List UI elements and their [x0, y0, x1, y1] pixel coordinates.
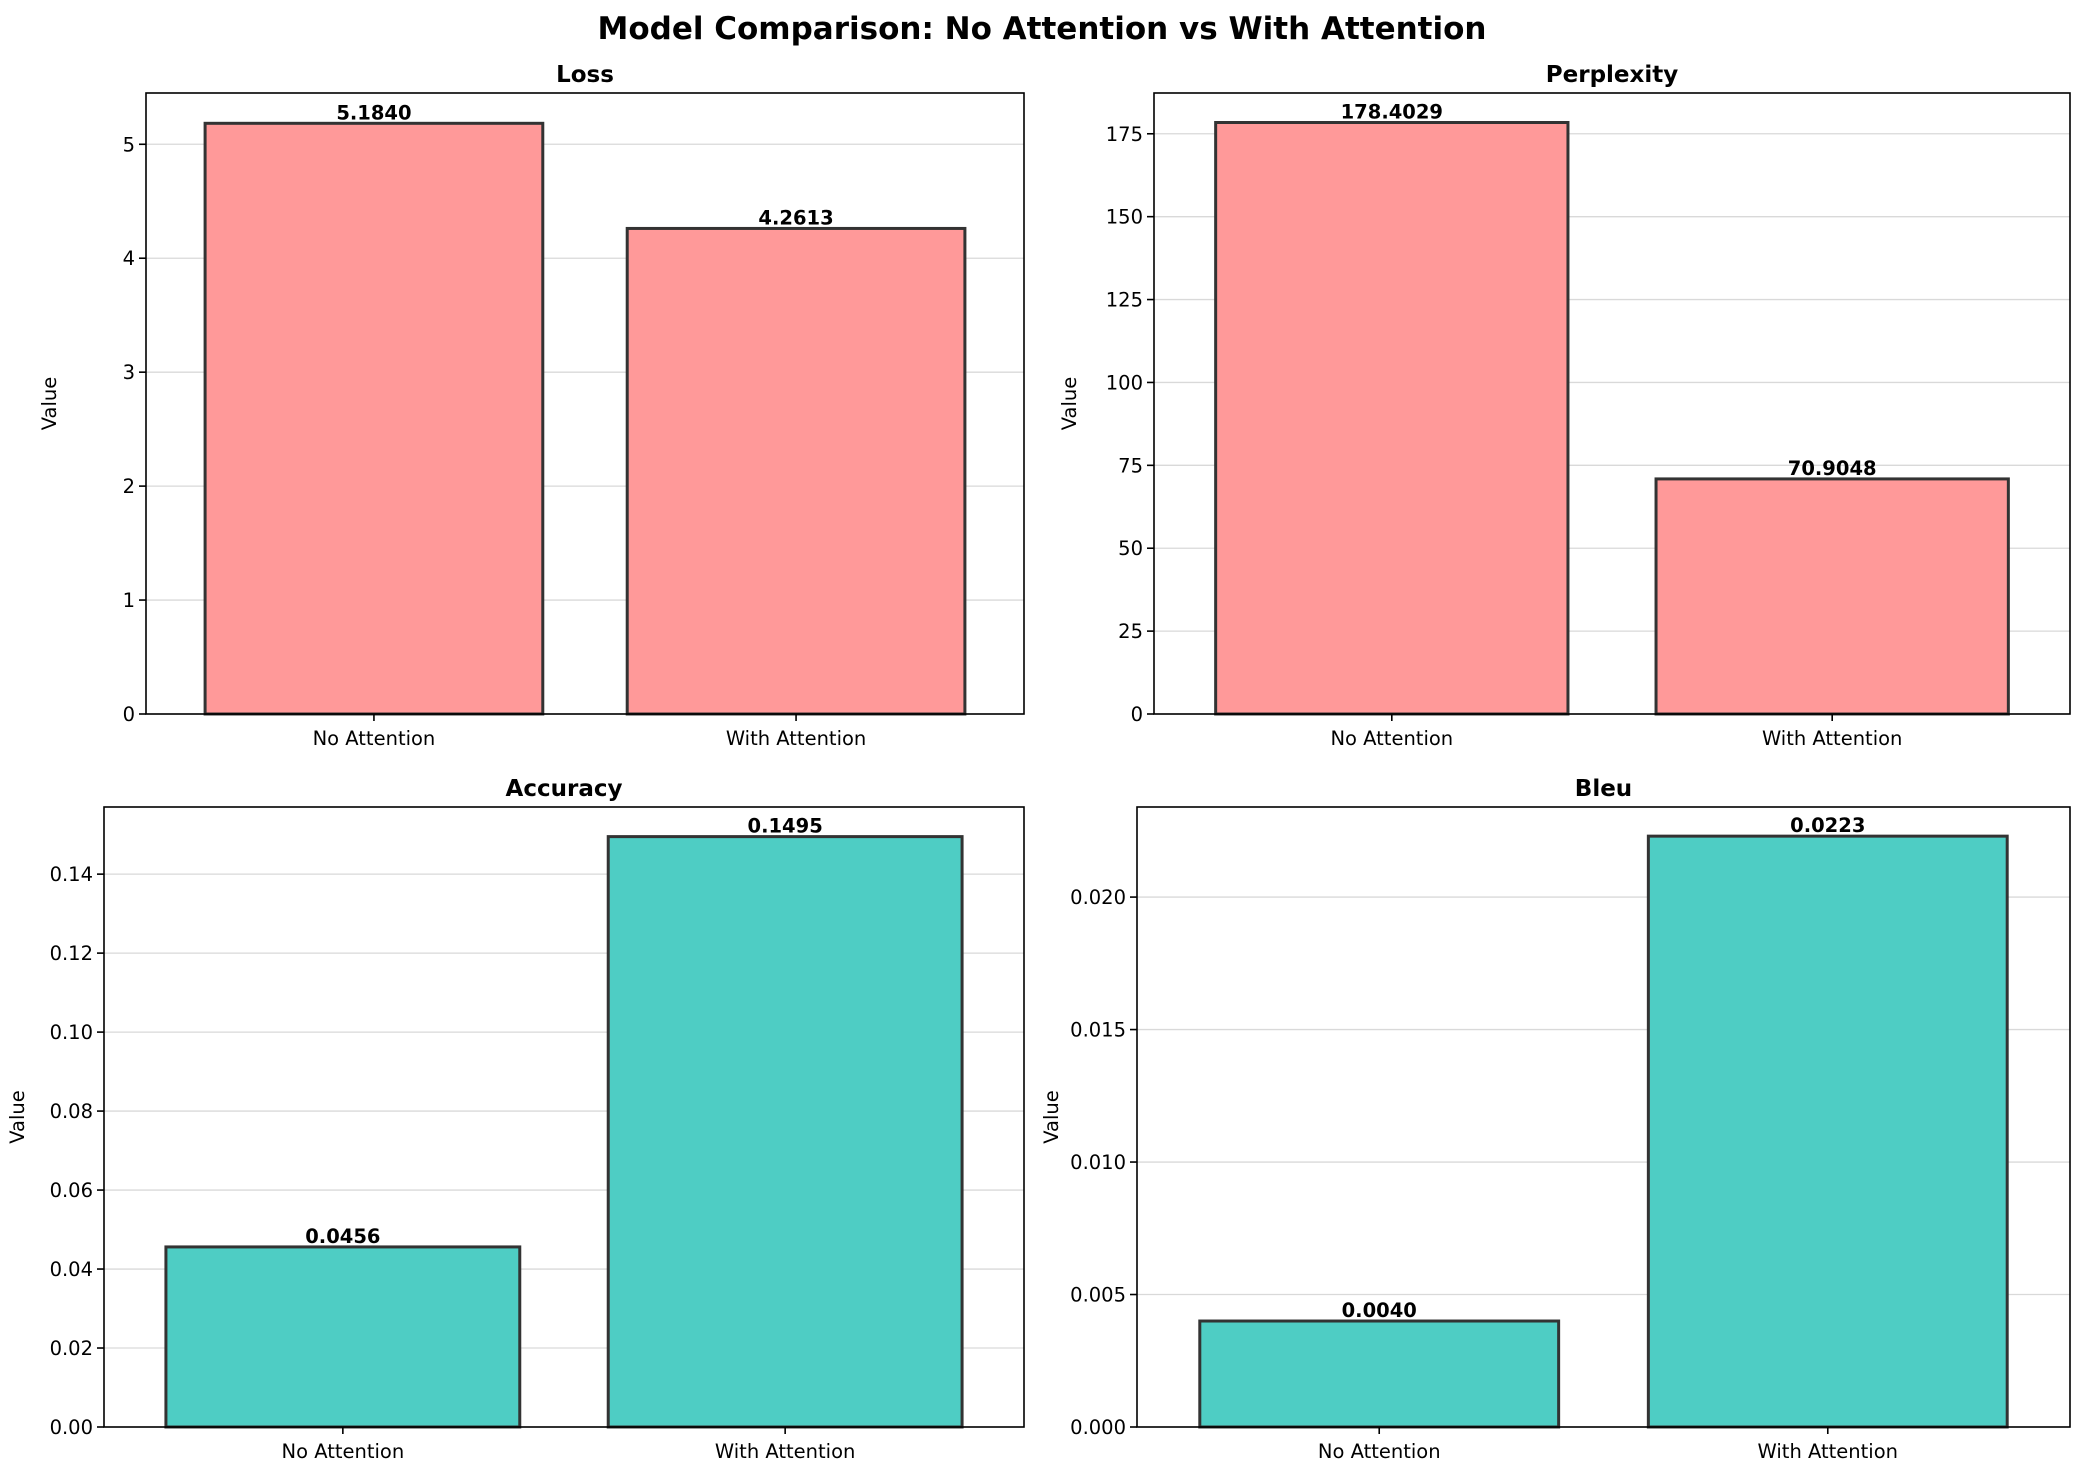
- y-tick-label: 0.08: [50, 1100, 93, 1123]
- y-tick-label: 175: [1106, 123, 1143, 146]
- y-tick-label: 0.14: [50, 863, 93, 886]
- bar-value-label: 0.0040: [1342, 1299, 1417, 1322]
- y-tick-label: 0.00: [50, 1416, 93, 1439]
- y-tick-label: 0.010: [1070, 1151, 1126, 1174]
- bar-with-attention: [1654, 477, 2010, 716]
- bar-value-label: 5.1840: [336, 101, 411, 124]
- x-tick-label: No Attention: [1330, 727, 1453, 750]
- chart-panel-perplexity: 178.4029 70.9048 0 25 50 75 100 125 150 175 No Att…: [1058, 62, 2071, 750]
- y-axis-label: Value: [38, 377, 61, 431]
- bar-no-attention: [164, 1245, 522, 1429]
- bar-with-attention: [1646, 834, 2009, 1429]
- axes-frame: [145, 92, 1025, 715]
- y-tick-label: 5: [123, 133, 135, 156]
- axes-title: Bleu: [1575, 776, 1632, 802]
- bar-value-label: 4.2613: [758, 206, 833, 229]
- chart-panel-accuracy: 0.0456 0.1495 0.00 0.02 0.04 0.06 0.08 0.10 0.12…: [6, 776, 1025, 1463]
- y-tick-label: 0.04: [50, 1258, 93, 1281]
- chart-panel-loss: 5.1840 4.2613 0 1 2 3 4 5 No Attention With Atten…: [38, 62, 1025, 750]
- y-tick-label: 0.12: [50, 942, 93, 965]
- bar-value-label: 0.0223: [1790, 814, 1865, 837]
- y-tick-label: 150: [1106, 206, 1143, 229]
- y-tick-label: 1: [123, 589, 135, 612]
- bar-no-attention: [1198, 1319, 1561, 1429]
- y-tick-label: 0.02: [50, 1337, 93, 1360]
- figure-title: Model Comparison: No Attention vs With A…: [597, 11, 1486, 47]
- x-tick-label: No Attention: [1318, 1440, 1441, 1463]
- y-tick-label: 0: [1131, 703, 1143, 726]
- x-tick-label: With Attention: [1758, 1440, 1898, 1463]
- y-tick-label: 0.06: [50, 1179, 93, 1202]
- y-tick-label: 0.005: [1070, 1284, 1126, 1307]
- bar-no-attention: [203, 121, 545, 716]
- y-tick-label: 50: [1118, 537, 1143, 560]
- y-tick-label: 125: [1106, 289, 1143, 312]
- x-tick-label: No Attention: [281, 1440, 404, 1463]
- x-tick-label: With Attention: [715, 1440, 855, 1463]
- axes-frame: [1153, 92, 2071, 715]
- y-axis-label: Value: [1040, 1090, 1063, 1144]
- bar-value-label: 178.4029: [1341, 100, 1443, 123]
- x-tick-label: With Attention: [726, 727, 866, 750]
- axes-frame: [1136, 806, 2071, 1428]
- y-tick-label: 0.015: [1070, 1019, 1126, 1042]
- axes-title: Accuracy: [506, 776, 623, 802]
- y-axis-label: Value: [6, 1090, 29, 1144]
- y-tick-label: 0.020: [1070, 886, 1126, 909]
- y-tick-label: 3: [123, 361, 135, 384]
- y-tick-label: 0: [123, 703, 135, 726]
- chart-panel-bleu: 0.0040 0.0223 0.000 0.005 0.010 0.015 0.020 No …: [1040, 776, 2071, 1463]
- bar-with-attention: [625, 226, 967, 716]
- axes-title: Perplexity: [1546, 62, 1678, 88]
- y-tick-label: 25: [1118, 620, 1143, 643]
- y-tick-label: 75: [1118, 454, 1143, 477]
- axes-title: Loss: [556, 62, 614, 88]
- y-tick-label: 0.10: [50, 1021, 93, 1044]
- y-tick-label: 4: [123, 247, 135, 270]
- y-tick-label: 2: [123, 475, 135, 498]
- x-tick-label: No Attention: [313, 727, 436, 750]
- axes-frame: [103, 806, 1025, 1428]
- bar-value-label: 0.1495: [748, 815, 823, 838]
- bar-value-label: 70.9048: [1788, 457, 1877, 480]
- y-tick-label: 0.000: [1070, 1416, 1126, 1439]
- y-axis-label: Value: [1058, 377, 1081, 431]
- y-tick-label: 100: [1106, 371, 1143, 394]
- x-tick-label: With Attention: [1762, 727, 1902, 750]
- bar-value-label: 0.0456: [305, 1225, 380, 1248]
- bar-no-attention: [1214, 120, 1570, 716]
- bar-with-attention: [606, 835, 964, 1429]
